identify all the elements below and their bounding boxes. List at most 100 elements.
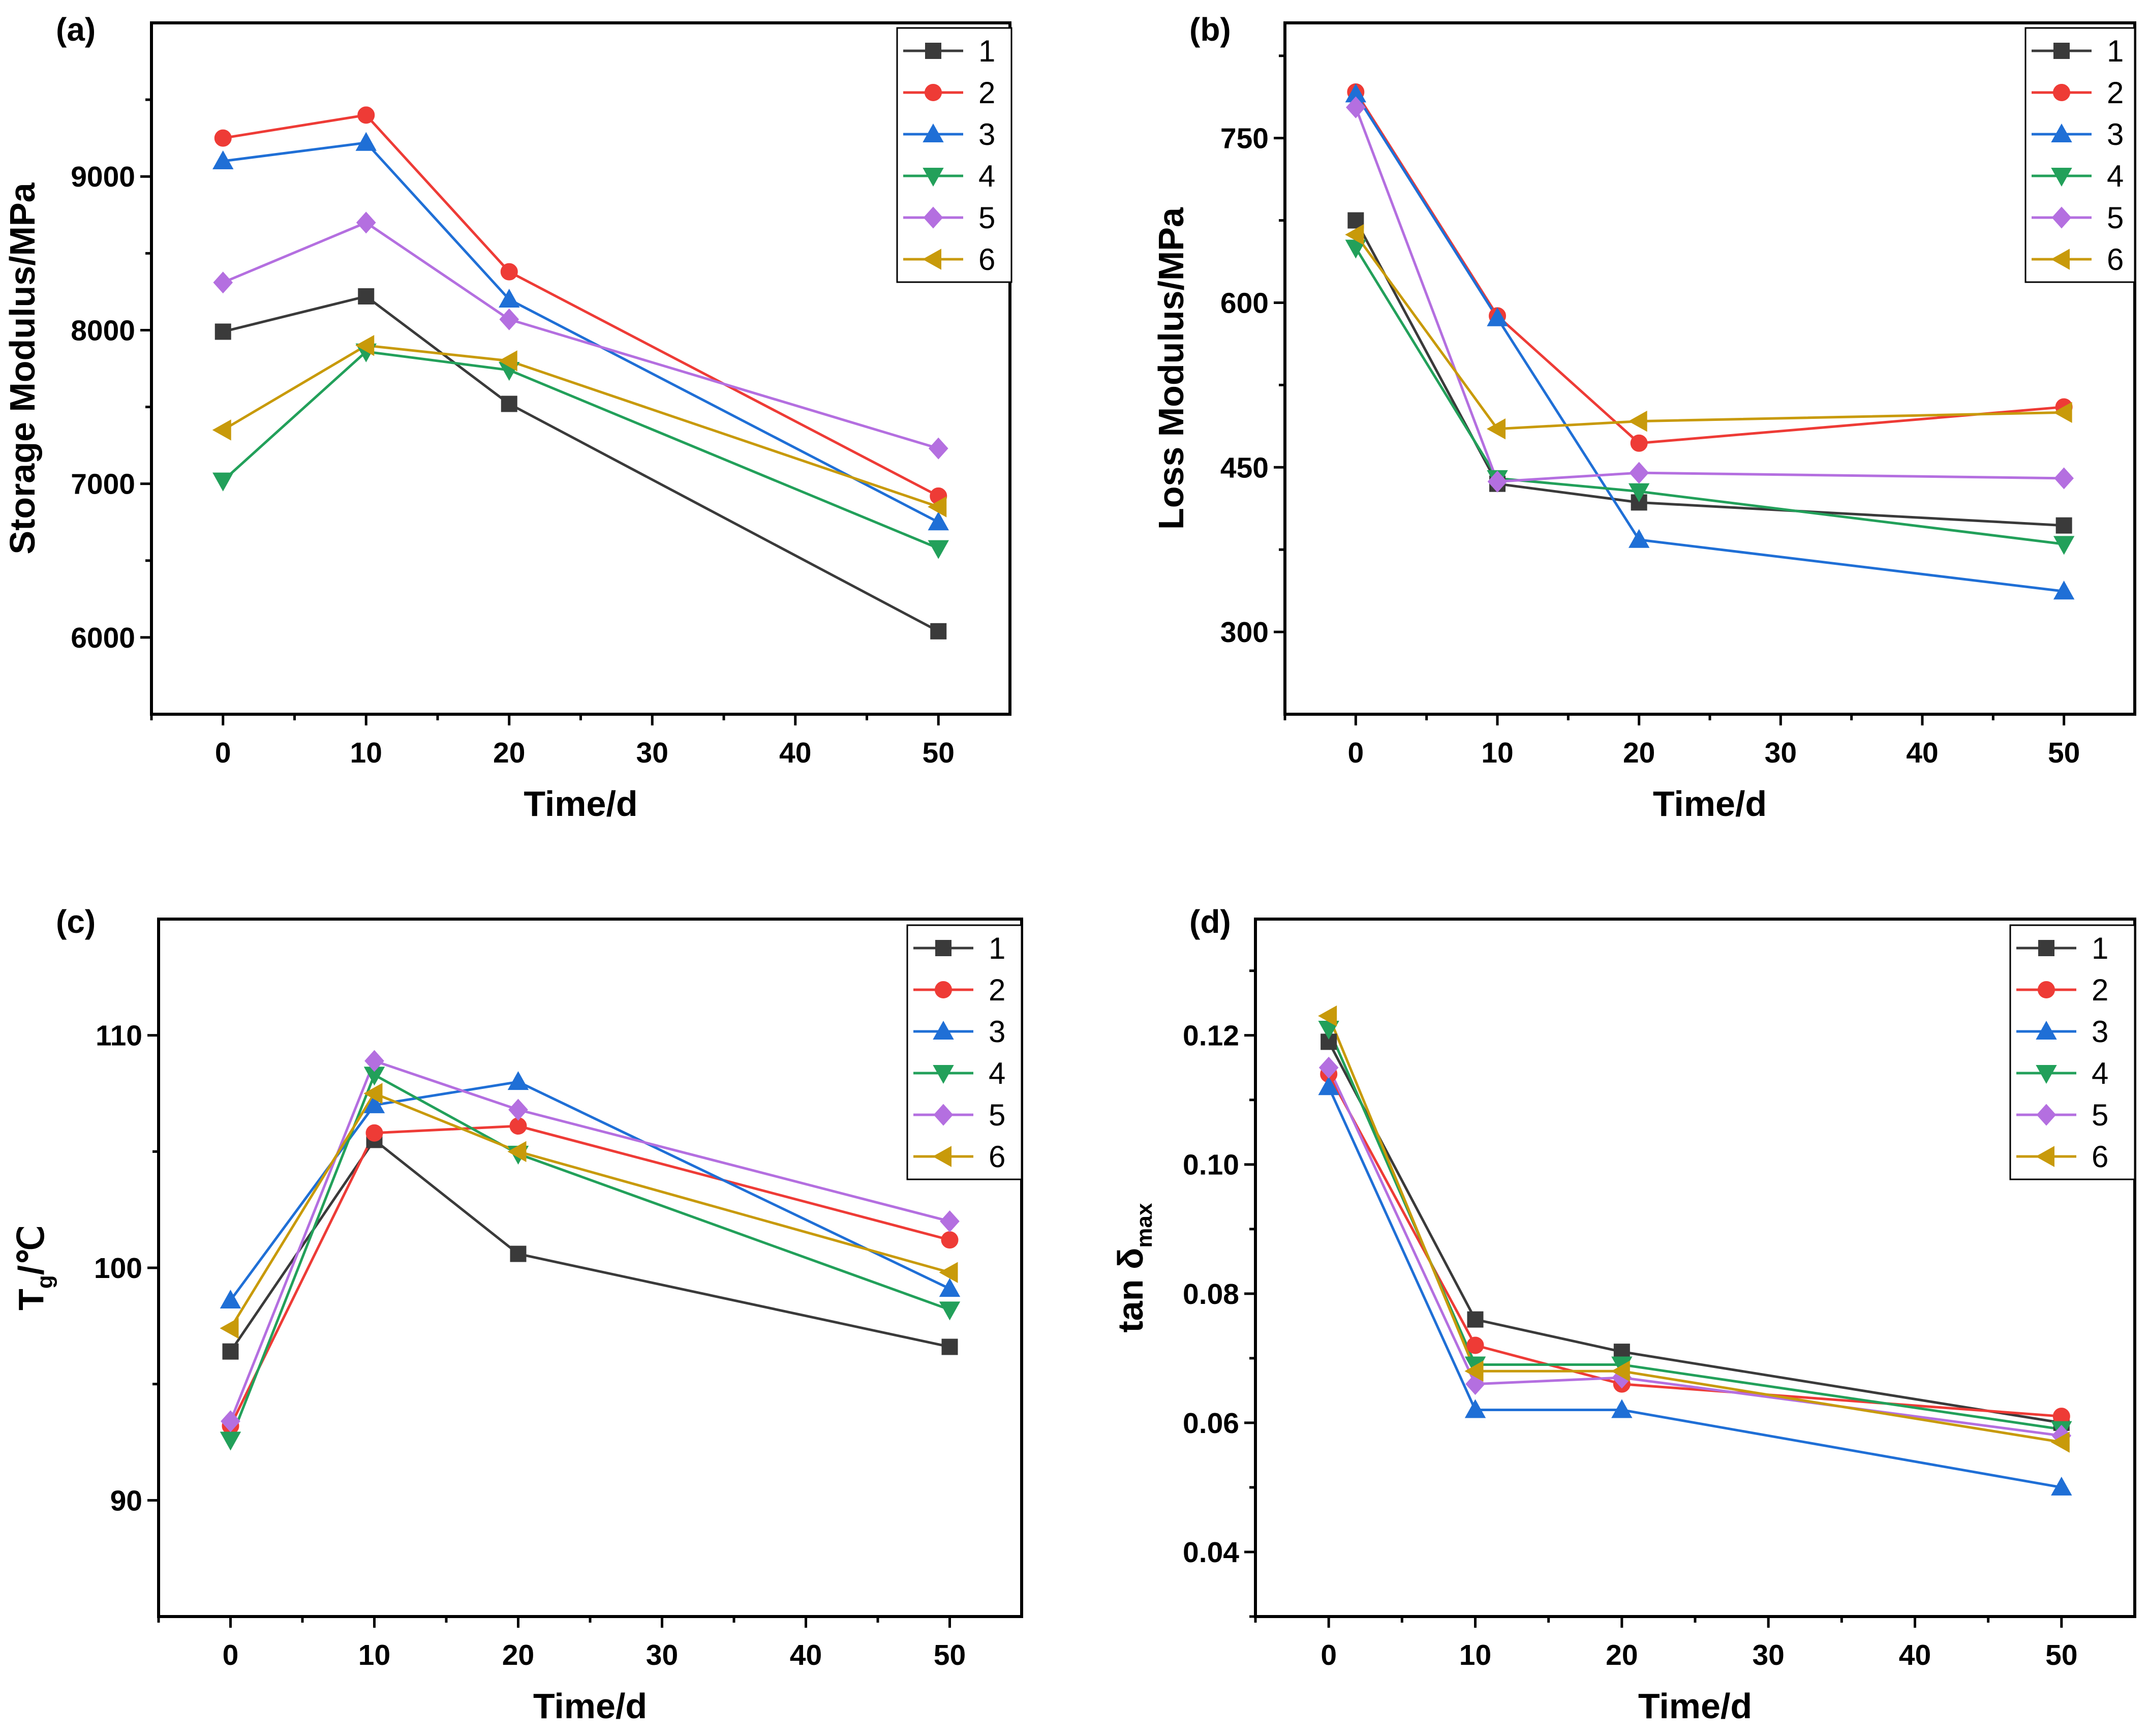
x-tick-label: 40 <box>1899 1639 1931 1671</box>
data-point-series-3 <box>2053 581 2075 600</box>
legend: 1 2 3 4 5 6 <box>2009 924 2136 1180</box>
data-point-series-6 <box>1345 224 1364 246</box>
data-point-series-4 <box>939 1301 961 1321</box>
panel-label: (a) <box>56 11 96 48</box>
data-point-series-6 <box>1486 418 1506 440</box>
legend-label: 2 <box>2092 973 2108 1007</box>
x-tick-label: 30 <box>1752 1639 1784 1671</box>
data-point-series-6 <box>220 1318 239 1339</box>
y-tick-label: 300 <box>1220 616 1269 649</box>
x-axis-label: Time/d <box>533 1686 647 1726</box>
chart-panel-a: 0 10 20 30 40 50 6000 7000 8000 9000 Time/d Storage… <box>3 11 1012 824</box>
data-point-series-6 <box>2053 402 2072 423</box>
legend-label: 6 <box>2092 1140 2108 1174</box>
data-point-series-3 <box>220 1289 241 1309</box>
data-point-series-6 <box>2050 1432 2070 1453</box>
data-point-series-5 <box>213 271 233 294</box>
data-point-series-2 <box>1630 434 1648 452</box>
series-line-3 <box>223 141 939 524</box>
data-point-series-6 <box>1611 1360 1630 1382</box>
data-point-series-3 <box>1611 1399 1633 1418</box>
legend-label: 1 <box>978 34 995 68</box>
legend-marker-6 <box>932 1146 951 1167</box>
x-tick-label: 40 <box>779 737 811 769</box>
data-point-series-1 <box>358 288 375 304</box>
x-tick-label: 0 <box>223 1639 239 1671</box>
series-line-5 <box>222 221 939 450</box>
panel-label: (b) <box>1189 11 1231 48</box>
data-point-series-6 <box>363 1083 383 1104</box>
y-tick-label: 7000 <box>71 468 135 501</box>
legend-marker-3 <box>2036 1020 2057 1040</box>
series-line-5 <box>1354 107 2064 483</box>
data-point-series-6 <box>355 334 375 356</box>
y-tick-label: 6000 <box>71 622 135 654</box>
x-tick-label: 30 <box>1765 737 1797 769</box>
y-tick-label: 0.08 <box>1183 1278 1239 1311</box>
data-point-series-6 <box>498 350 517 372</box>
y-tick-label: 0.10 <box>1183 1149 1239 1181</box>
series-line-4 <box>1355 247 2064 545</box>
legend-marker-1 <box>935 940 951 956</box>
legend-marker-6 <box>2035 1146 2054 1167</box>
legend-label: 3 <box>2107 117 2124 151</box>
y-tick-label: 110 <box>96 1020 142 1052</box>
data-point-series-1 <box>214 323 231 340</box>
legend-marker-3 <box>933 1020 954 1040</box>
data-point-series-6 <box>507 1141 527 1163</box>
data-point-series-2 <box>357 106 375 124</box>
series-line-3 <box>229 1080 950 1301</box>
series-line-1 <box>223 295 939 633</box>
data-point-series-3 <box>507 1071 529 1090</box>
x-tick-label: 10 <box>350 737 382 769</box>
x-tick-label: 0 <box>1321 1639 1337 1671</box>
y-tick-label: 0.06 <box>1183 1407 1239 1440</box>
x-tick-label: 10 <box>358 1639 390 1671</box>
legend-box <box>896 27 1012 283</box>
data-point-series-6 <box>928 496 947 517</box>
legend-label: 4 <box>978 159 995 193</box>
y-tick-label: 0.12 <box>1183 1020 1239 1052</box>
data-point-series-4 <box>1628 483 1650 502</box>
x-axis-label: Time/d <box>524 784 637 824</box>
data-point-series-5 <box>364 1050 384 1072</box>
x-tick-label: 20 <box>1623 737 1655 769</box>
data-point-series-2 <box>941 1231 959 1249</box>
legend-label: 3 <box>2092 1015 2108 1049</box>
data-point-series-5 <box>1318 1056 1339 1079</box>
y-axis-label: tan δmax <box>1111 1203 1157 1333</box>
legend-label: 5 <box>2107 201 2124 235</box>
series-line-6 <box>1355 234 2064 431</box>
legend-label: 4 <box>989 1056 1005 1090</box>
legend-marker-6 <box>2050 249 2070 270</box>
legend: 1 2 3 4 5 6 <box>2024 27 2136 283</box>
data-point-series-1 <box>2055 517 2072 534</box>
data-point-series-2 <box>365 1124 383 1142</box>
legend-marker-2 <box>2053 84 2070 101</box>
legend-marker-3 <box>923 123 944 142</box>
legend-marker-6 <box>922 249 941 270</box>
panel-label: (d) <box>1189 903 1231 940</box>
data-point-series-5 <box>940 1210 960 1233</box>
data-point-series-1 <box>941 1338 958 1355</box>
legend-marker-2 <box>2038 981 2055 998</box>
series-line-2 <box>229 1124 950 1427</box>
y-tick-label: 9000 <box>71 161 135 193</box>
y-axis-label-main: tan δ <box>1111 1248 1150 1333</box>
x-axis-label: Time/d <box>1653 784 1767 824</box>
legend-label: 3 <box>978 117 995 151</box>
x-tick-label: 0 <box>215 737 231 769</box>
x-tick-label: 50 <box>934 1639 966 1671</box>
data-point-series-3 <box>939 1278 961 1297</box>
data-point-series-5 <box>1345 96 1366 118</box>
data-point-series-1 <box>510 1245 527 1262</box>
data-point-series-3 <box>363 1094 385 1113</box>
x-tick-label: 20 <box>1606 1639 1638 1671</box>
data-point-series-3 <box>928 511 949 531</box>
data-point-series-6 <box>939 1262 958 1283</box>
x-tick-label: 0 <box>1347 737 1364 769</box>
x-axis-label: Time/d <box>1638 1686 1752 1726</box>
chart-panel-d: 0 10 20 30 40 50 0.04 0.06 0.08 0.10 0.12 Time/d tan… <box>1111 903 2136 1726</box>
data-point-series-4 <box>928 540 949 559</box>
data-point-series-1 <box>1347 212 1364 229</box>
